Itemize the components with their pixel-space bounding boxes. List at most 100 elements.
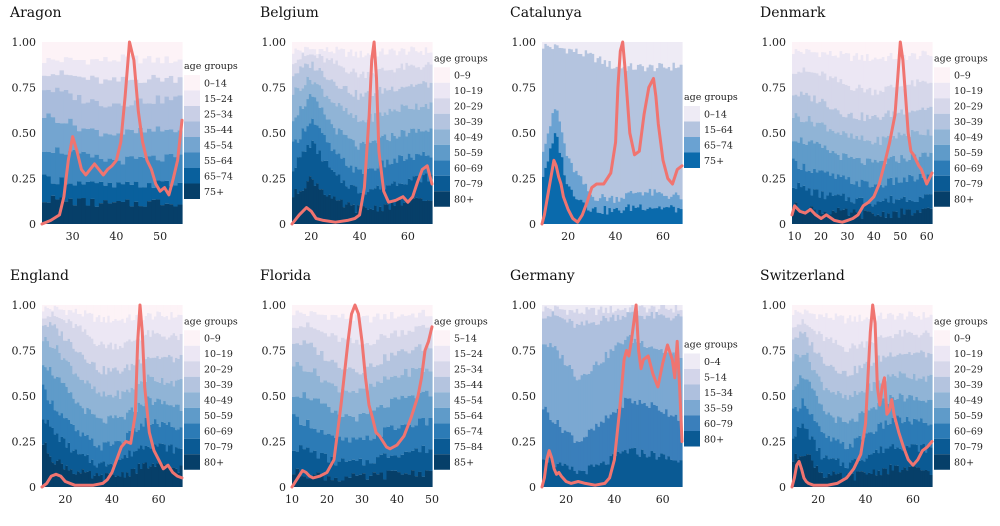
stack-segment [813, 95, 817, 127]
stack-segment [570, 435, 574, 467]
stack-segment [53, 410, 57, 435]
stack-segment [856, 373, 860, 395]
stack-segment [351, 390, 356, 418]
stack-segment [425, 345, 430, 369]
stack-segment [398, 42, 402, 52]
stack-segment [597, 465, 601, 487]
stack-segment [839, 443, 843, 466]
stack-segment [160, 81, 166, 104]
stack-segment [653, 452, 657, 487]
stack-segment [390, 42, 394, 49]
stack-segment [325, 47, 329, 59]
stack-segment [86, 362, 90, 381]
stack-segment [806, 325, 810, 338]
stack-segment [831, 109, 835, 131]
stack-segment [847, 42, 851, 54]
stack-segment [323, 403, 328, 435]
stack-segment [417, 175, 421, 199]
stack-segment [121, 347, 125, 372]
stack-segment [100, 474, 104, 487]
stack-segment [867, 410, 871, 433]
stack-segment [414, 425, 419, 449]
stack-segment [334, 386, 339, 411]
stack-segment [348, 460, 353, 478]
stack-segment [882, 305, 886, 320]
stack-segment [414, 346, 419, 370]
stack-segment [306, 478, 311, 487]
stack-segment [371, 140, 375, 169]
stack-segment [323, 135, 327, 161]
legend-label: 50–59 [954, 148, 983, 159]
stack-segment [120, 201, 126, 224]
stack-segment [570, 49, 574, 163]
stack-segment [330, 435, 335, 457]
stack-segment [51, 347, 55, 376]
stack-segment [306, 181, 310, 224]
stack-segment [829, 458, 833, 476]
stack-segment [918, 109, 923, 135]
stack-segment [340, 66, 344, 89]
stack-segment [583, 325, 587, 374]
stack-segment [558, 47, 562, 122]
stack-segment [927, 317, 931, 333]
stack-segment [112, 349, 115, 369]
stack-segment [604, 305, 608, 308]
stack-segment [920, 378, 924, 401]
stack-segment [672, 318, 676, 353]
stack-segment [882, 379, 886, 399]
stack-segment [366, 168, 370, 193]
legend-label: 40–49 [454, 133, 483, 144]
stack-segment [320, 55, 324, 71]
stack-segment [414, 317, 419, 327]
stack-segment [807, 42, 812, 50]
stack-segment [902, 133, 907, 159]
stack-segment [405, 199, 409, 224]
stack-segment [917, 467, 921, 487]
stack-segment [349, 138, 353, 166]
stack-segment [604, 307, 608, 319]
stack-segment [665, 42, 669, 69]
stack-segment [177, 314, 181, 341]
stack-segment [425, 390, 430, 426]
stack-segment [607, 358, 611, 419]
stack-segment [302, 371, 307, 393]
stack-segment [844, 421, 848, 450]
stack-segment [821, 98, 825, 123]
stack-segment [648, 407, 652, 457]
stack-segment [646, 192, 650, 209]
stack-segment [177, 472, 181, 487]
stack-segment [154, 466, 157, 487]
legend-swatch [434, 330, 450, 346]
stack-segment [172, 317, 176, 334]
stack-segment [585, 320, 589, 375]
stack-segment [794, 310, 798, 328]
stack-segment [865, 140, 870, 159]
stack-segment [67, 361, 71, 393]
stack-segment [119, 476, 122, 487]
legend-label: 75+ [204, 187, 224, 198]
y-tick-label: 1.00 [762, 299, 787, 312]
stack-segment [60, 359, 64, 383]
stack-segment [46, 308, 50, 317]
stack-segment [359, 50, 363, 75]
stack-segment [609, 305, 613, 307]
stack-segment [799, 52, 804, 73]
stack-segment [67, 470, 71, 487]
stack-segment [95, 317, 99, 347]
stack-segment [168, 405, 171, 423]
stack-segment [378, 51, 382, 69]
stack-segment [884, 337, 888, 358]
stack-segment [858, 344, 862, 366]
stack-segment [868, 211, 872, 224]
stack-segment [924, 330, 928, 358]
stack-segment [379, 454, 384, 473]
legend-label: 0–14 [204, 78, 227, 89]
stack-segment [834, 133, 838, 154]
stack-segment [138, 206, 144, 224]
stack-segment [142, 426, 146, 450]
stack-segment [400, 155, 404, 184]
stack-segment [412, 160, 416, 177]
stack-segment [599, 305, 603, 307]
legend-label: 35–44 [204, 125, 233, 136]
